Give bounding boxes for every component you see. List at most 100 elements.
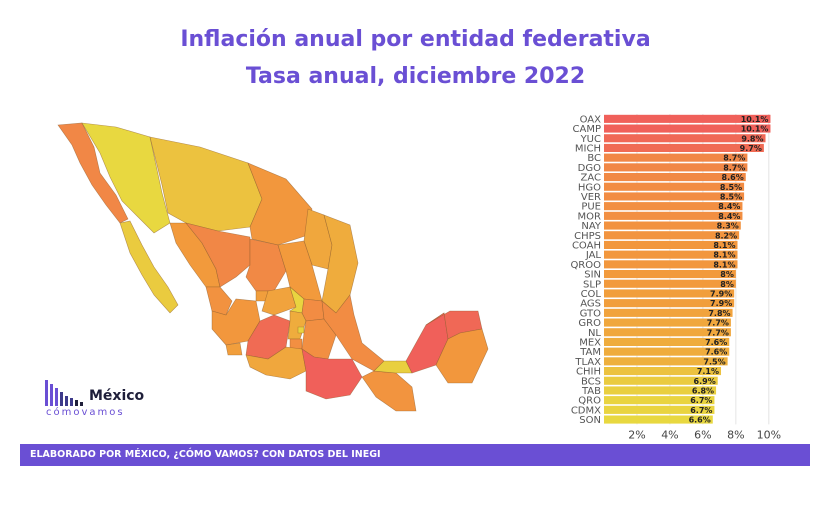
value-label: 8.7%	[723, 163, 745, 172]
category-label: YUC	[580, 134, 601, 145]
bar	[604, 231, 740, 240]
category-label: DGO	[578, 163, 601, 174]
map-region-qroo	[435, 328, 489, 384]
category-label: SON	[579, 415, 601, 426]
bar	[604, 337, 730, 346]
map-region-dgo	[185, 222, 251, 288]
category-label: TAM	[579, 347, 601, 358]
bar	[604, 289, 735, 298]
value-label: 7.8%	[708, 309, 730, 318]
value-label: 7.9%	[710, 289, 732, 298]
category-label: JAL	[585, 250, 602, 261]
value-label: 7.7%	[707, 319, 729, 328]
bar	[604, 279, 736, 288]
bar	[604, 308, 733, 317]
bar	[604, 328, 731, 337]
logo-name: México	[89, 388, 145, 404]
value-label: 9.7%	[740, 144, 762, 153]
bar	[604, 211, 743, 220]
bar	[604, 405, 715, 414]
x-tick-label: 6%	[694, 428, 711, 441]
value-label: 7.1%	[697, 367, 719, 376]
value-label: 8%	[720, 280, 734, 289]
x-tick-label: 8%	[727, 428, 744, 441]
category-label: PUE	[581, 202, 601, 213]
value-label: 8.1%	[713, 241, 735, 250]
value-label: 7.9%	[710, 299, 732, 308]
category-label: CAMP	[573, 124, 601, 135]
map-region-hgo	[301, 298, 325, 322]
category-label: CDMX	[571, 405, 601, 416]
value-label: 7.7%	[707, 328, 729, 337]
category-label: MOR	[578, 211, 601, 222]
mexico-choropleth-map	[57, 122, 489, 412]
value-label: 9.8%	[741, 134, 763, 143]
map-region-col	[225, 342, 243, 356]
map-region-cdmx	[297, 326, 305, 334]
bar	[604, 367, 722, 376]
value-label: 6.8%	[692, 386, 714, 395]
map-region-nay	[205, 286, 233, 316]
category-label: BC	[587, 153, 601, 164]
value-label: 8.5%	[720, 183, 742, 192]
value-label: 6.6%	[689, 416, 711, 425]
bar	[604, 173, 746, 182]
value-label: 10.1%	[741, 115, 769, 124]
bar	[604, 153, 748, 162]
value-label: 8.4%	[718, 202, 740, 211]
value-label: 8.2%	[715, 231, 737, 240]
value-label: 8.1%	[713, 260, 735, 269]
value-label: 8.6%	[722, 173, 744, 182]
bar	[604, 299, 735, 308]
category-label: SLP	[583, 279, 601, 290]
value-label: 7.6%	[705, 338, 727, 347]
bar	[604, 396, 715, 405]
value-label: 7.5%	[703, 357, 725, 366]
category-label: VER	[581, 192, 601, 203]
category-label: BCS	[581, 376, 601, 387]
value-label: 8.5%	[720, 192, 742, 201]
bar	[604, 124, 771, 133]
value-label: 8.4%	[718, 212, 740, 221]
category-label: TLAX	[574, 357, 601, 368]
map-region-bcs	[119, 220, 179, 314]
category-label: OAX	[580, 114, 602, 125]
bar	[604, 202, 743, 211]
category-label: GTO	[580, 308, 602, 319]
bar	[604, 250, 738, 259]
category-label: NL	[588, 328, 601, 339]
category-label: MICH	[575, 143, 601, 154]
bar	[604, 376, 718, 385]
category-label: QRO	[578, 396, 601, 407]
source-footer: ELABORADO POR MÉXICO, ¿CÓMO VAMOS? CON D…	[20, 444, 810, 466]
chart-subtitle: Tasa anual, diciembre 2022	[245, 64, 586, 89]
bar	[604, 143, 764, 152]
value-label: 8.3%	[717, 222, 739, 231]
x-tick-label: 4%	[661, 428, 678, 441]
value-label: 6.7%	[690, 406, 712, 415]
category-label: AGS	[580, 299, 601, 310]
value-label: 8.1%	[713, 251, 735, 260]
value-label: 6.7%	[690, 396, 712, 405]
map-region-chps	[361, 370, 417, 412]
x-tick-label: 2%	[628, 428, 645, 441]
category-label: TAB	[581, 386, 601, 397]
bar	[604, 415, 713, 424]
category-label: GRO	[578, 318, 601, 329]
category-label: NAY	[581, 221, 602, 232]
map-region-gto	[261, 286, 297, 316]
bar	[604, 192, 745, 201]
category-label: SIN	[584, 270, 601, 281]
x-tick-label: 10%	[757, 428, 781, 441]
bar	[604, 357, 728, 366]
category-label: COL	[581, 289, 602, 300]
bar	[604, 221, 741, 230]
category-label: COAH	[572, 240, 601, 251]
value-label: 8%	[720, 270, 734, 279]
category-label: QROO	[570, 260, 601, 271]
map-region-bc	[57, 122, 129, 224]
map-region-mex	[287, 310, 307, 340]
bar	[604, 386, 717, 395]
bar	[604, 318, 731, 327]
category-label: ZAC	[581, 173, 602, 184]
